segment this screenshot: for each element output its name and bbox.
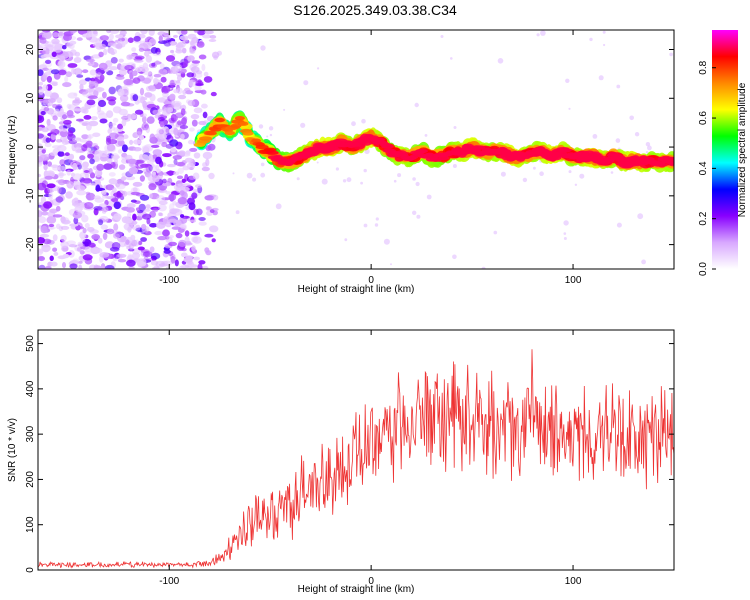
- spectrogram-marks: [38, 30, 674, 269]
- snr-y-tick-label: 400: [25, 380, 36, 397]
- snr-y-tick-label: 200: [25, 471, 36, 488]
- snr-x-axis-label: Height of straight line (km): [298, 584, 415, 595]
- snr-y-tick-label: 100: [25, 516, 36, 533]
- snr-frame: [37, 329, 675, 571]
- snr-x-tick-label: 0: [368, 576, 374, 587]
- snr-marks: [38, 349, 674, 569]
- spectrogram-frame: [37, 29, 675, 270]
- snr-y-tick-label: 500: [25, 335, 36, 352]
- spectrogram-y-tick-label: 0: [25, 144, 36, 150]
- spectral-ridge: [193, 110, 674, 173]
- snr-y-axis-label: SNR (10 * v/v): [7, 418, 18, 482]
- colorbar: 0.0 0.2 0.4 0.6 0.8 Normalized spectral ampl…: [698, 30, 748, 276]
- colorbar-tick-label: 0.0: [698, 262, 709, 276]
- snr-x-tick-label: -100: [159, 576, 179, 587]
- spectrogram-y-tick-label: 20: [25, 44, 36, 56]
- colorbar-tick-label: 0.6: [698, 111, 709, 125]
- snr-line: [38, 349, 674, 569]
- spectrogram-y-axis-label: Frequency (Hz): [7, 116, 18, 185]
- snr-x-tick-label: 100: [565, 576, 582, 587]
- spectrogram-x-axis-label: Height of straight line (km): [298, 284, 415, 295]
- noise-speckles: [38, 30, 220, 269]
- colorbar-tick-label: 0.4: [698, 161, 709, 175]
- spectrogram-y-tick-label: 10: [25, 92, 36, 104]
- snr-y-tick-label: 0: [25, 567, 36, 573]
- spectrogram-y-tick-label: -10: [25, 188, 36, 203]
- colorbar-tick-label: 0.8: [698, 60, 709, 74]
- colorbar-scale: [712, 30, 738, 269]
- chart-title: S126.2025.349.03.38.C34: [293, 2, 457, 18]
- spectrogram-x-tick-label: 0: [368, 275, 374, 286]
- colorbar-tick-label: 0.2: [698, 211, 709, 225]
- snr-y-tick-label: 300: [25, 425, 36, 442]
- snr-plot: -100 0 100 0 100 200 300 400 500 Height of strai…: [7, 329, 675, 595]
- colorbar-ticks: 0.0 0.2 0.4 0.6 0.8: [698, 60, 716, 276]
- colorbar-label: Normalized spectral amplitude: [737, 82, 748, 217]
- spectrogram-x-tick-label: -100: [159, 275, 179, 286]
- snr-ticks: -100 0 100 0 100 200 300 400 500: [25, 330, 674, 587]
- spectrogram-y-tick-label: -20: [25, 237, 36, 252]
- spectrogram-x-tick-label: 100: [565, 275, 582, 286]
